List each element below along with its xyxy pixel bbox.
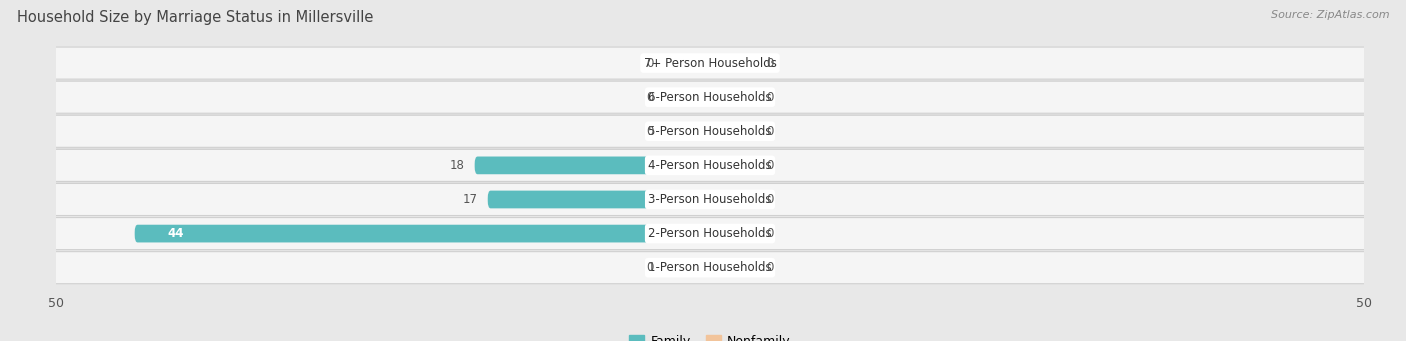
Text: 18: 18 [450,159,464,172]
FancyBboxPatch shape [488,191,710,208]
Text: 0: 0 [766,159,773,172]
FancyBboxPatch shape [710,191,756,208]
Text: 4-Person Households: 4-Person Households [648,159,772,172]
Text: 0: 0 [647,57,654,70]
Text: 0: 0 [766,57,773,70]
Text: 0: 0 [766,193,773,206]
Text: 17: 17 [463,193,477,206]
Text: Household Size by Marriage Status in Millersville: Household Size by Marriage Status in Mil… [17,10,373,25]
Text: 44: 44 [167,227,184,240]
FancyBboxPatch shape [710,122,756,140]
FancyBboxPatch shape [710,157,756,174]
Text: 0: 0 [766,125,773,138]
FancyBboxPatch shape [664,122,710,140]
Text: 2-Person Households: 2-Person Households [648,227,772,240]
FancyBboxPatch shape [49,183,1371,216]
FancyBboxPatch shape [664,259,710,277]
Text: 0: 0 [766,261,773,274]
FancyBboxPatch shape [710,225,756,242]
FancyBboxPatch shape [49,115,1371,147]
Text: 0: 0 [766,91,773,104]
FancyBboxPatch shape [49,252,1371,284]
FancyBboxPatch shape [710,88,756,106]
Text: 5-Person Households: 5-Person Households [648,125,772,138]
Text: 1-Person Households: 1-Person Households [648,261,772,274]
FancyBboxPatch shape [135,225,710,242]
FancyBboxPatch shape [710,259,756,277]
FancyBboxPatch shape [49,47,1371,79]
Text: 0: 0 [766,227,773,240]
FancyBboxPatch shape [49,81,1371,113]
Legend: Family, Nonfamily: Family, Nonfamily [624,330,796,341]
Text: 6-Person Households: 6-Person Households [648,91,772,104]
Text: 0: 0 [647,125,654,138]
Text: 7+ Person Households: 7+ Person Households [644,57,776,70]
FancyBboxPatch shape [49,218,1371,250]
FancyBboxPatch shape [664,54,710,72]
Text: 3-Person Households: 3-Person Households [648,193,772,206]
FancyBboxPatch shape [664,88,710,106]
FancyBboxPatch shape [49,149,1371,181]
Text: 0: 0 [647,91,654,104]
Text: 0: 0 [647,261,654,274]
FancyBboxPatch shape [710,54,756,72]
Text: Source: ZipAtlas.com: Source: ZipAtlas.com [1271,10,1389,20]
FancyBboxPatch shape [475,157,710,174]
